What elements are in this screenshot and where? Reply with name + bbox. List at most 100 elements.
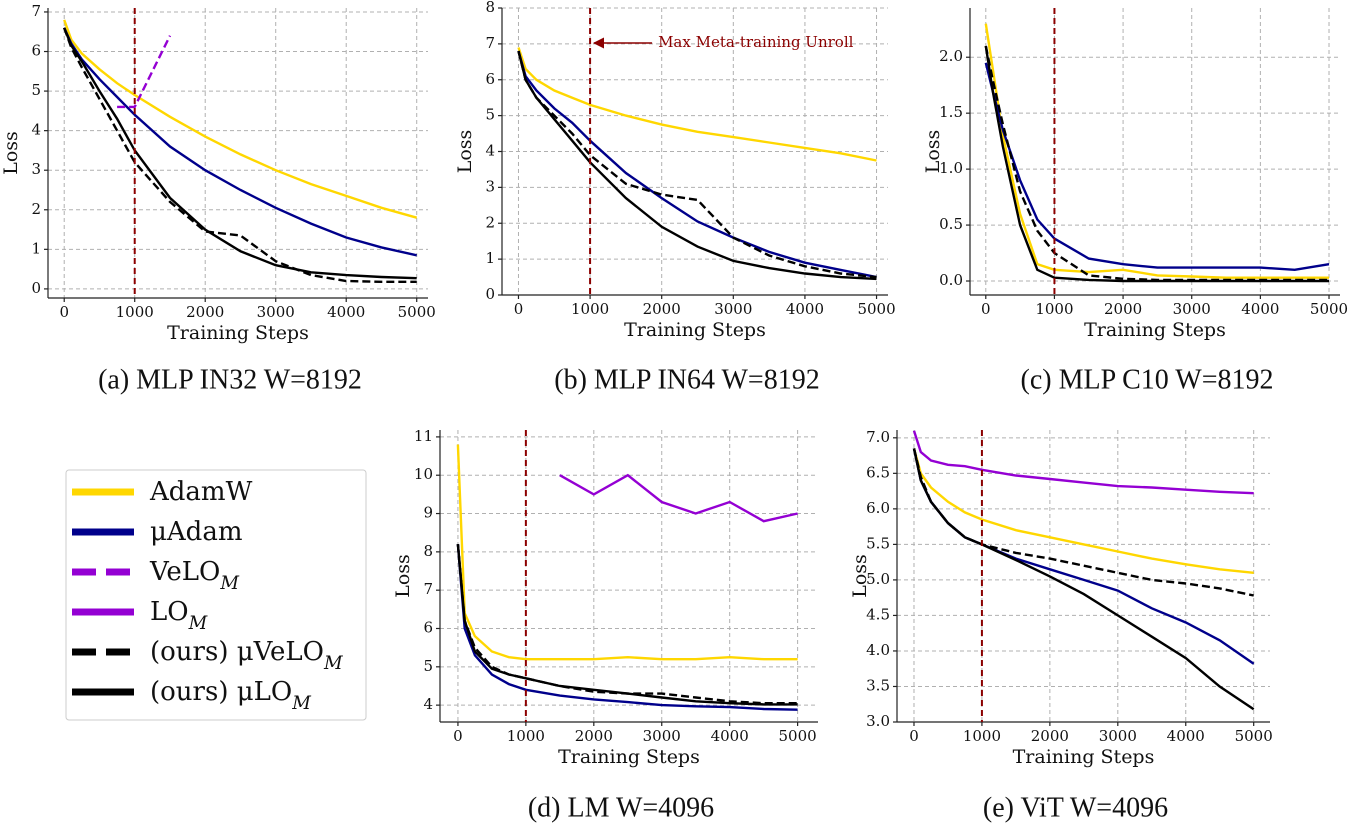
y-tick-label: 8 [423, 542, 433, 560]
series-line [912, 430, 1254, 495]
series-line [63, 27, 417, 257]
x-tick-label: 3000 [714, 300, 752, 318]
panel: 0 1 2 3 4 5 6 7 0 1000 2000 3000 4000 5000 Training St… [0, 2, 436, 395]
y-axis-label: Loss [922, 130, 944, 174]
x-tick-label: 1000 [116, 303, 154, 321]
y-tick-label: 0.5 [939, 215, 963, 233]
x-tick-label: 5000 [779, 727, 817, 745]
y-tick-label: 0 [31, 279, 41, 297]
series-line [456, 544, 798, 711]
x-tick-label: 3000 [1099, 727, 1137, 745]
y-tick-label: 6 [31, 42, 41, 60]
series-line [912, 448, 1255, 711]
x-tick-label: 0 [909, 727, 919, 745]
x-tick-label: 1000 [963, 727, 1001, 745]
series-line [456, 444, 798, 661]
y-tick-label: 7 [423, 580, 433, 598]
y-tick-label: 5 [485, 106, 495, 124]
series-line [117, 35, 172, 109]
chart-title: (b) MLP IN64 W=8192 [554, 364, 819, 395]
y-tick-label: 2 [31, 200, 41, 218]
x-tick-label: 2000 [643, 300, 681, 318]
y-tick-label: 3 [31, 160, 41, 178]
legend-label: μAdam [150, 517, 242, 547]
x-tick-label: 4000 [786, 300, 824, 318]
x-tick-label: 4000 [711, 727, 749, 745]
y-tick-label: 2 [485, 213, 495, 231]
y-tick-label: 4 [485, 142, 495, 160]
x-tick-label: 3000 [257, 303, 295, 321]
series-line [984, 62, 1330, 272]
y-axis-label: Loss [849, 554, 871, 598]
series-line [63, 27, 417, 280]
y-tick-label: 4.0 [866, 641, 890, 659]
y-tick-label: 9 [423, 504, 433, 522]
x-axis-label: Training Steps [624, 319, 766, 341]
chart-title: (a) MLP IN32 W=8192 [98, 364, 362, 395]
annotation: Max Meta-training Unroll [658, 33, 854, 51]
panel: 4 5 6 7 8 9 10 11 0 1000 2000 3000 4000 5000 Training … [392, 427, 818, 823]
y-tick-label: 1 [485, 249, 495, 267]
x-tick-label: 2000 [1104, 300, 1142, 318]
series-line [984, 45, 1329, 282]
series-line [517, 50, 877, 281]
series-line [559, 473, 798, 523]
x-tick-label: 1000 [1035, 300, 1073, 318]
y-tick-label: 1 [31, 239, 41, 257]
y-axis-label: Loss [454, 130, 476, 174]
y-tick-label: 5.5 [866, 534, 890, 552]
y-tick-label: 3.0 [866, 712, 890, 730]
series-line [517, 50, 877, 279]
x-axis-label: Training Steps [1084, 319, 1226, 341]
y-tick-label: 6 [485, 70, 495, 88]
y-axis-label: Loss [392, 554, 414, 598]
x-tick-label: 3000 [1173, 300, 1211, 318]
x-tick-label: 0 [59, 303, 69, 321]
series-line [456, 544, 798, 706]
y-tick-label: 0.0 [939, 271, 963, 289]
y-tick-label: 7 [31, 2, 41, 20]
x-tick-label: 5000 [1310, 300, 1348, 318]
series-line [63, 27, 417, 283]
y-tick-label: 5 [423, 657, 433, 675]
series-line [984, 23, 1329, 279]
series-line [517, 47, 877, 162]
x-tick-label: 2000 [1031, 727, 1069, 745]
y-axis-label: Loss [0, 131, 22, 175]
y-tick-label: 3 [485, 177, 495, 195]
y-tick-label: 2.0 [939, 47, 963, 65]
panel: 3.0 3.5 4.0 4.5 5.0 5.5 6.0 6.5 7.0 0 1000 2000 3000… [849, 428, 1273, 824]
x-tick-label: 4000 [1167, 727, 1205, 745]
y-tick-label: 7 [485, 34, 495, 52]
x-tick-label: 1000 [571, 300, 609, 318]
y-tick-label: 3.5 [866, 676, 890, 694]
x-axis-label: Training Steps [1013, 746, 1155, 768]
x-tick-label: 5000 [398, 303, 436, 321]
x-tick-label: 4000 [1241, 300, 1279, 318]
x-tick-label: 3000 [643, 727, 681, 745]
series-line [63, 19, 418, 219]
y-tick-label: 1.0 [939, 159, 963, 177]
chart-title: (d) LM W=4096 [528, 792, 714, 823]
legend-label: AdamW [149, 477, 253, 507]
y-tick-label: 1.5 [939, 103, 963, 121]
y-tick-label: 0 [485, 285, 495, 303]
series-line [912, 448, 1255, 665]
x-tick-label: 5000 [857, 300, 895, 318]
y-tick-label: 6.0 [866, 499, 890, 517]
chart-title: (c) MLP C10 W=8192 [1021, 364, 1274, 395]
y-tick-label: 11 [414, 427, 433, 445]
series-line [912, 448, 1254, 574]
panel: 0 1 2 3 4 5 6 7 8 0 1000 2000 3000 4000 5000 Max Meta-t… [454, 0, 896, 395]
series-line [456, 544, 798, 705]
legend-box [65, 469, 367, 721]
y-tick-label: 4 [31, 121, 41, 139]
panel: 0.0 0.5 1.0 1.5 2.0 0 1000 2000 3000 4000 5000 Trai… [922, 8, 1348, 395]
x-tick-label: 2000 [575, 727, 613, 745]
x-tick-label: 0 [514, 300, 524, 318]
x-axis-label: Training Steps [167, 322, 309, 344]
x-axis-label: Training Steps [558, 746, 700, 768]
y-tick-label: 5 [31, 81, 41, 99]
y-tick-label: 7.0 [866, 428, 890, 446]
